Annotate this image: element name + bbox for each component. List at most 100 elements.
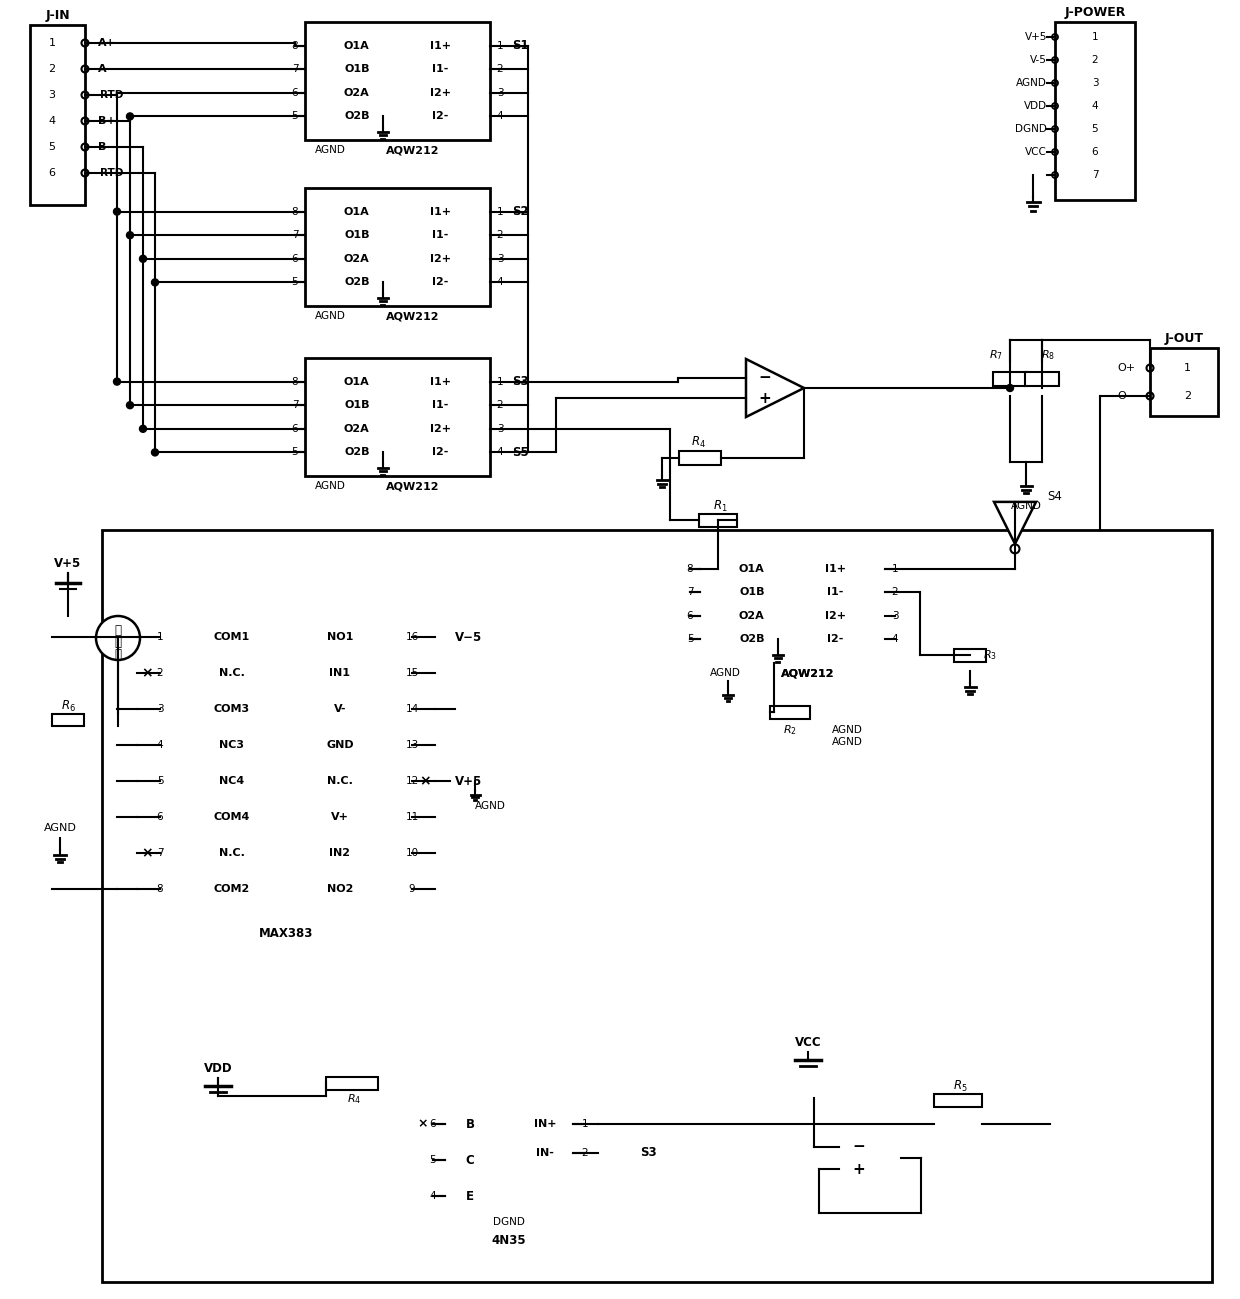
Text: 3: 3 <box>892 611 898 621</box>
Bar <box>326 1077 378 1090</box>
Text: 7: 7 <box>687 587 693 598</box>
Text: VDD: VDD <box>1024 101 1047 110</box>
Text: AQW212: AQW212 <box>386 481 439 491</box>
Text: I1+: I1+ <box>429 207 450 217</box>
Text: S3: S3 <box>640 1147 656 1160</box>
Text: O2A: O2A <box>343 88 370 97</box>
Text: 11: 11 <box>405 812 419 822</box>
Text: ×: × <box>418 1117 428 1130</box>
Text: IN1: IN1 <box>330 668 351 678</box>
Polygon shape <box>839 1128 901 1189</box>
Text: I1+: I1+ <box>429 377 450 387</box>
Text: I2+: I2+ <box>429 423 450 434</box>
Text: 6: 6 <box>291 88 299 97</box>
Text: 4: 4 <box>497 278 503 287</box>
Text: 2: 2 <box>497 64 503 74</box>
Text: 13: 13 <box>405 740 419 750</box>
Text: 4N35: 4N35 <box>492 1234 526 1247</box>
Bar <box>1055 22 1135 200</box>
Text: V+5: V+5 <box>1024 32 1047 42</box>
Text: O1B: O1B <box>343 230 370 240</box>
Text: ×: × <box>141 846 153 860</box>
Text: $R_7$: $R_7$ <box>990 348 1003 362</box>
Text: MAX383: MAX383 <box>259 926 314 939</box>
Text: 6: 6 <box>48 168 56 178</box>
Text: V+5: V+5 <box>455 774 482 787</box>
Text: S3: S3 <box>512 375 528 388</box>
Text: 5: 5 <box>291 447 299 457</box>
Text: 1: 1 <box>48 38 56 48</box>
Bar <box>305 188 490 307</box>
Circle shape <box>95 616 140 660</box>
Text: IN2: IN2 <box>330 848 351 859</box>
Text: I2+: I2+ <box>429 88 450 97</box>
Text: I1-: I1- <box>432 64 448 74</box>
Text: −: − <box>758 370 771 385</box>
Text: 源: 源 <box>114 647 122 660</box>
Text: 5: 5 <box>687 634 693 644</box>
Text: 4: 4 <box>497 447 503 457</box>
Text: 4: 4 <box>497 112 503 121</box>
Circle shape <box>114 208 120 216</box>
Text: $R_4$: $R_4$ <box>347 1092 361 1105</box>
Bar <box>770 705 810 718</box>
Text: COM1: COM1 <box>213 633 250 642</box>
Bar <box>102 530 1211 1282</box>
Text: 7: 7 <box>291 64 299 74</box>
Text: 3: 3 <box>497 88 503 97</box>
Text: +: + <box>852 1161 866 1177</box>
Text: A+: A+ <box>98 38 115 48</box>
Text: NO1: NO1 <box>327 633 353 642</box>
Text: O2B: O2B <box>343 278 370 287</box>
Text: O1B: O1B <box>343 400 370 410</box>
Text: AQW212: AQW212 <box>781 668 835 678</box>
Text: O−: O− <box>1118 391 1136 401</box>
Text: 14: 14 <box>405 704 419 714</box>
Text: $R_4$: $R_4$ <box>691 434 706 449</box>
Text: AQW212: AQW212 <box>386 145 439 155</box>
Text: O2B: O2B <box>343 112 370 121</box>
Bar <box>305 22 490 140</box>
Text: N.C.: N.C. <box>219 668 246 678</box>
Text: O+: O+ <box>1118 362 1136 373</box>
Text: S1: S1 <box>512 39 528 52</box>
Text: I1+: I1+ <box>825 564 846 574</box>
Bar <box>993 372 1027 386</box>
Text: 6: 6 <box>156 812 164 822</box>
Text: E: E <box>466 1190 474 1203</box>
Text: O1A: O1A <box>343 40 370 51</box>
Text: A−: A− <box>98 64 117 74</box>
Text: I2-: I2- <box>432 278 448 287</box>
Text: 16: 16 <box>405 633 419 642</box>
Text: 3: 3 <box>1091 78 1099 88</box>
Text: 2: 2 <box>1184 391 1190 401</box>
Text: V-5: V-5 <box>1030 55 1047 65</box>
Text: AGND: AGND <box>832 725 863 735</box>
Text: COM3: COM3 <box>215 704 250 714</box>
Text: VCC: VCC <box>1025 147 1047 157</box>
Text: 8: 8 <box>291 40 299 51</box>
Text: 4: 4 <box>430 1191 436 1202</box>
Text: O1B: O1B <box>739 587 765 598</box>
Bar <box>954 648 986 661</box>
Text: COM2: COM2 <box>213 885 250 894</box>
Text: 2: 2 <box>497 230 503 240</box>
Text: O1A: O1A <box>739 564 765 574</box>
Text: B−: B− <box>98 142 115 152</box>
Text: −: − <box>852 1139 866 1155</box>
Text: O2A: O2A <box>343 253 370 264</box>
Text: I1-: I1- <box>432 400 448 410</box>
Text: 2: 2 <box>156 668 164 678</box>
Text: 10: 10 <box>405 848 419 859</box>
Circle shape <box>139 425 146 433</box>
Text: 3: 3 <box>156 704 164 714</box>
Text: N.C.: N.C. <box>219 848 246 859</box>
Text: NC4: NC4 <box>219 776 244 786</box>
Text: I1-: I1- <box>827 587 843 598</box>
Text: $R_5$: $R_5$ <box>952 1078 967 1094</box>
Text: 5: 5 <box>48 142 56 152</box>
Text: ×: × <box>141 666 153 679</box>
Text: VDD: VDD <box>203 1061 232 1074</box>
Text: 5: 5 <box>430 1155 436 1165</box>
Text: 6: 6 <box>291 253 299 264</box>
